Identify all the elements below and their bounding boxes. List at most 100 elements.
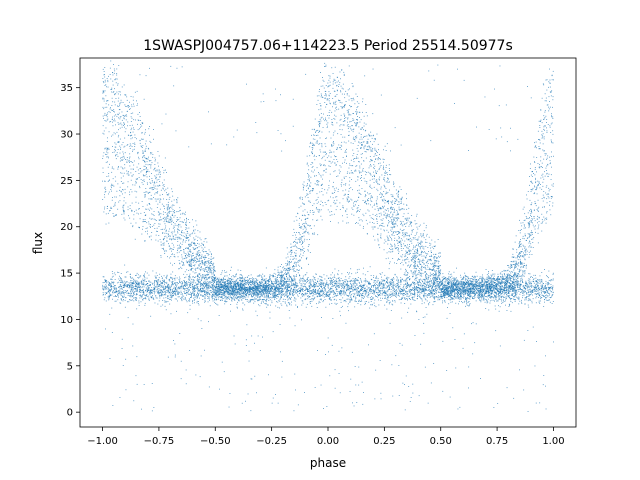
data-point — [252, 287, 254, 289]
data-point — [460, 280, 461, 282]
data-point — [219, 296, 221, 298]
data-point — [501, 290, 503, 292]
data-point — [191, 293, 192, 295]
data-point — [173, 287, 175, 289]
data-point — [449, 281, 450, 283]
data-point — [419, 287, 420, 289]
data-point — [426, 276, 428, 278]
data-point — [418, 287, 420, 289]
data-point — [286, 294, 288, 296]
data-point — [324, 285, 326, 287]
data-point — [291, 284, 293, 286]
data-point — [356, 287, 358, 289]
data-point — [307, 295, 308, 297]
data-point — [378, 286, 379, 288]
data-point — [181, 283, 183, 285]
data-point — [218, 282, 220, 284]
data-point — [342, 293, 344, 295]
data-point — [258, 275, 260, 277]
data-point — [188, 282, 190, 283]
data-point — [144, 294, 146, 296]
data-point — [506, 281, 508, 282]
data-point — [391, 281, 393, 283]
data-point — [135, 275, 136, 276]
data-point — [358, 292, 360, 293]
data-point — [122, 297, 124, 298]
data-point — [431, 291, 433, 293]
data-point — [309, 292, 311, 294]
data-point — [380, 297, 381, 299]
data-point — [207, 294, 209, 296]
data-point — [330, 290, 332, 292]
data-point — [527, 284, 528, 286]
data-point — [275, 297, 276, 298]
data-point — [252, 286, 254, 288]
data-point — [340, 295, 342, 297]
data-point — [328, 290, 330, 291]
data-point — [352, 289, 354, 291]
data-point — [456, 280, 458, 282]
data-point — [358, 299, 360, 301]
data-point — [364, 274, 366, 276]
data-point — [326, 275, 328, 277]
data-point — [432, 294, 434, 296]
data-point — [208, 292, 210, 294]
data-point — [249, 291, 251, 293]
data-point — [439, 277, 440, 279]
data-point — [120, 294, 122, 296]
data-point — [441, 292, 443, 294]
data-point — [207, 281, 209, 283]
data-point — [480, 287, 482, 289]
data-point — [392, 300, 394, 302]
data-point — [305, 306, 307, 308]
data-point — [526, 296, 528, 298]
data-point — [413, 288, 415, 290]
data-point — [330, 288, 332, 289]
data-point — [552, 286, 554, 288]
data-point — [221, 289, 223, 290]
data-point — [137, 290, 138, 292]
data-point — [185, 282, 187, 284]
data-point — [106, 285, 107, 287]
data-point — [541, 285, 543, 287]
data-point — [502, 299, 504, 301]
data-point — [104, 285, 105, 287]
data-point — [129, 286, 131, 288]
data-point — [356, 283, 357, 285]
data-point — [491, 280, 493, 282]
data-point — [166, 289, 168, 291]
data-point — [394, 294, 396, 296]
data-point — [472, 285, 473, 287]
data-point — [164, 282, 166, 283]
data-point — [407, 299, 408, 301]
data-point — [405, 298, 407, 299]
data-point — [470, 280, 471, 282]
data-point — [333, 292, 335, 294]
data-point — [424, 279, 426, 281]
data-point — [533, 274, 535, 276]
data-point — [401, 298, 403, 300]
data-point — [419, 279, 420, 281]
data-point — [396, 289, 397, 291]
data-point — [134, 279, 136, 281]
data-point — [207, 298, 209, 299]
data-point — [123, 295, 125, 297]
data-point — [430, 286, 431, 287]
data-point — [528, 280, 530, 282]
data-point — [188, 276, 190, 277]
data-point — [169, 292, 171, 294]
data-point — [519, 286, 521, 288]
data-point — [384, 274, 386, 276]
data-point — [138, 284, 140, 285]
data-point — [342, 286, 343, 288]
data-point — [181, 281, 183, 282]
data-point — [321, 283, 323, 285]
data-point — [522, 292, 524, 293]
data-point — [371, 291, 372, 293]
data-point — [471, 290, 473, 291]
data-point — [286, 287, 288, 289]
data-point — [266, 296, 268, 297]
data-point — [189, 286, 190, 288]
data-point — [274, 295, 276, 297]
data-point — [481, 281, 483, 283]
